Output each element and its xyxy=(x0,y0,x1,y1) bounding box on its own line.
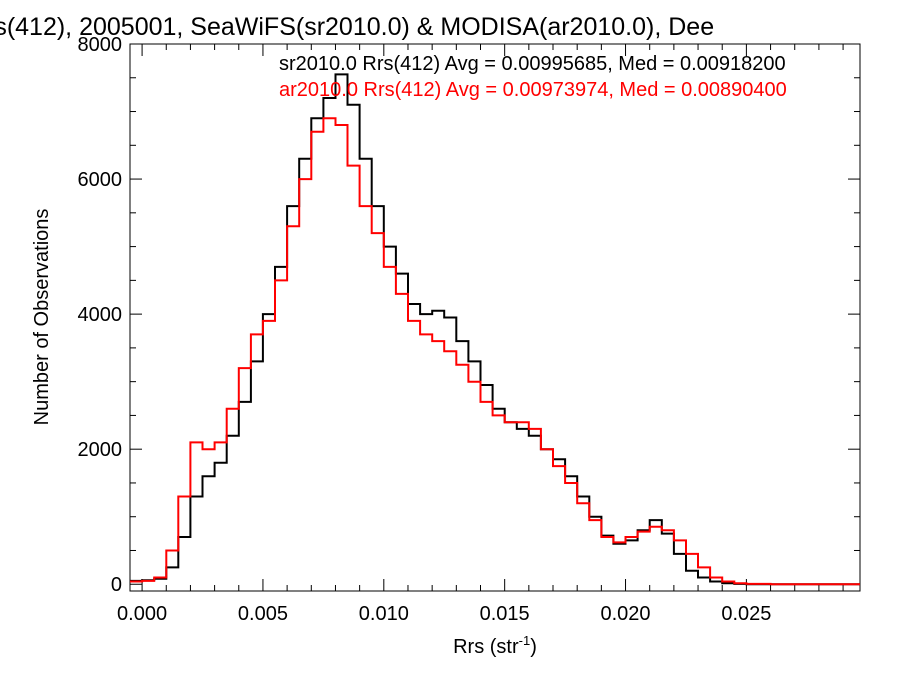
y-tick-label: 2000 xyxy=(78,439,123,461)
x-axis-label-superscript: -1 xyxy=(519,633,531,648)
y-tick-label: 4000 xyxy=(78,304,123,326)
y-tick-label: 6000 xyxy=(78,169,123,191)
x-tick-label: 0.010 xyxy=(359,603,409,625)
x-tick-label: 0.020 xyxy=(600,603,650,625)
x-tick-label: 0.015 xyxy=(480,603,530,625)
y-axis-label: Number of Observations xyxy=(31,209,53,426)
y-tick-label: 8000 xyxy=(78,34,123,56)
x-tick-label: 0.000 xyxy=(117,603,167,625)
annotation-ar2010: ar2010.0 Rrs(412) Avg = 0.00973974, Med … xyxy=(279,79,787,101)
axis-tick-labels: 0.000 0.005 0.010 0.015 0.020 0.025 0 2000 4000 6… xyxy=(78,34,772,625)
x-tick-label: 0.005 xyxy=(238,603,288,625)
x-axis-label-close: ) xyxy=(530,636,537,658)
series-layer xyxy=(130,73,860,586)
x-axis-label: Rrs (str-1) xyxy=(453,633,537,658)
x-tick-label: 0.025 xyxy=(721,603,771,625)
series-ar2010-line xyxy=(130,117,860,586)
annotation-sr2010: sr2010.0 Rrs(412) Avg = 0.00995685, Med … xyxy=(279,53,786,75)
x-axis-label-main: Rrs (str xyxy=(453,636,519,658)
chart-title: rs(412), 2005001, SeaWiFS(sr2010.0) & MO… xyxy=(0,13,714,41)
plot-frame xyxy=(129,43,861,592)
y-tick-label: 0 xyxy=(111,574,122,596)
